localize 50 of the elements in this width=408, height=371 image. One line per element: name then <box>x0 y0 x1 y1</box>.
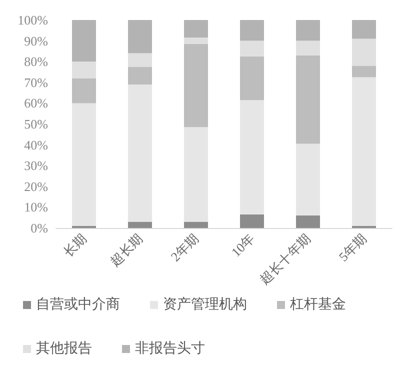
bar <box>296 216 320 228</box>
bar <box>240 56 264 100</box>
x-tick-label: 10年 <box>228 230 258 260</box>
bar <box>296 55 320 144</box>
y-tick-label: 50% <box>24 116 48 132</box>
legend-label: 非报告头寸 <box>135 340 205 356</box>
bar <box>128 53 152 67</box>
x-tick-label: 5年期 <box>336 230 370 264</box>
y-tick-label: 90% <box>24 33 48 48</box>
bar <box>184 20 208 38</box>
bar <box>240 20 264 41</box>
bar <box>128 84 152 222</box>
legend-label: 自营或中介商 <box>36 296 120 312</box>
legend-label: 资产管理机构 <box>163 296 247 312</box>
x-tick-label: 长期 <box>60 230 90 260</box>
bar <box>128 20 152 54</box>
y-tick-label: 70% <box>24 74 48 90</box>
y-tick-label: 20% <box>24 178 48 194</box>
bar <box>296 20 320 41</box>
x-tick-label: 2年期 <box>168 230 202 264</box>
y-tick-label: 0% <box>30 220 48 236</box>
bar <box>352 66 376 78</box>
bar <box>184 38 208 44</box>
bar <box>184 44 208 128</box>
y-tick-label: 40% <box>24 137 48 152</box>
bar <box>128 66 152 84</box>
x-tick-label: 超长期 <box>107 230 146 269</box>
y-tick-label: 10% <box>24 200 48 215</box>
bar <box>240 40 264 56</box>
bar <box>128 222 152 228</box>
bar <box>296 40 320 56</box>
legend-label: 其他报告 <box>36 340 92 356</box>
bar <box>352 77 376 226</box>
bar <box>240 100 264 214</box>
bar <box>72 20 96 62</box>
bar <box>184 222 208 228</box>
bar <box>72 62 96 78</box>
bar <box>296 144 320 216</box>
legend-label: 杠杆基金 <box>289 296 346 312</box>
bar <box>240 214 264 228</box>
x-tick-label: 超长十年期 <box>256 230 314 288</box>
y-tick-label: 100% <box>18 12 48 28</box>
y-tick-label: 60% <box>24 96 48 111</box>
bar <box>72 78 96 104</box>
y-tick-label: 30% <box>24 158 48 174</box>
bar <box>72 103 96 226</box>
y-tick-label: 80% <box>24 54 48 70</box>
bar <box>352 20 376 39</box>
bar <box>184 127 208 222</box>
bar <box>352 38 376 66</box>
